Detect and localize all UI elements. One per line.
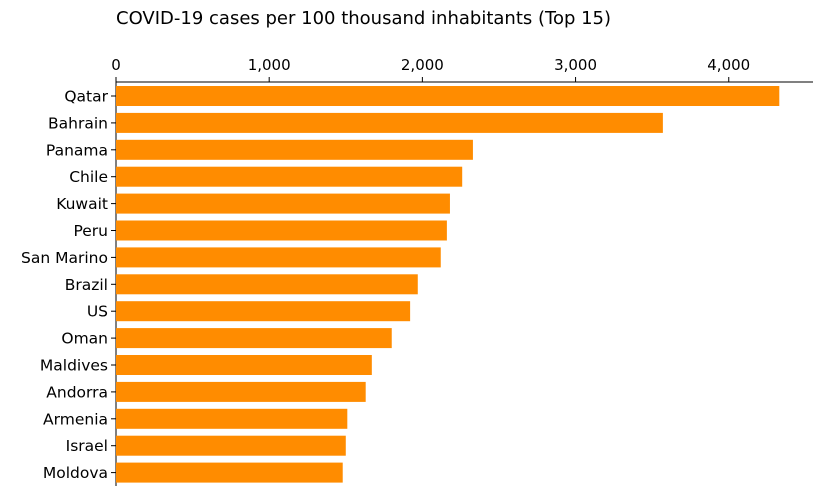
- x-axis: 0 1,000 2,000 3,000 4,000: [111, 56, 813, 83]
- bar-qatar: [116, 86, 780, 106]
- category-label: US: [87, 303, 108, 321]
- category-label: Israel: [66, 437, 108, 455]
- bar-chile: [116, 166, 463, 187]
- category-label: Qatar: [64, 88, 108, 106]
- bar-peru: [116, 220, 447, 241]
- category-label: Moldova: [43, 464, 108, 482]
- bar-bahrain: [116, 112, 663, 133]
- bar-oman: [116, 328, 392, 349]
- category-label: Kuwait: [56, 195, 108, 213]
- category-label: Andorra: [46, 383, 108, 401]
- bars: [116, 86, 780, 483]
- category-label: Bahrain: [48, 114, 108, 132]
- y-axis: Qatar Bahrain Panama Chile Kuwait Peru San Mar…: [21, 82, 117, 486]
- chart-title: COVID-19 cases per 100 thousand inhabita…: [116, 8, 611, 29]
- category-label: Panama: [46, 141, 108, 159]
- x-tick-label: 1,000: [248, 56, 291, 74]
- bar-panama: [116, 139, 473, 160]
- bar-maldives: [116, 355, 372, 375]
- bar-armenia: [116, 408, 348, 429]
- bar-brazil: [116, 274, 418, 295]
- x-tick-label: 0: [111, 56, 121, 74]
- bar-andorra: [116, 381, 366, 402]
- category-label: Chile: [69, 168, 108, 186]
- category-label: Armenia: [43, 410, 108, 428]
- category-label: Maldives: [40, 357, 108, 375]
- x-tick-label: 4,000: [707, 56, 750, 74]
- x-tick-label: 3,000: [554, 56, 597, 74]
- bar-kuwait: [116, 193, 450, 214]
- category-label: Peru: [73, 222, 108, 240]
- bar-moldova: [116, 462, 343, 483]
- category-label: Oman: [61, 330, 108, 348]
- category-label: San Marino: [21, 249, 108, 267]
- bar-israel: [116, 435, 346, 456]
- x-tick-label: 2,000: [401, 56, 444, 74]
- bar-san-marino: [116, 247, 441, 268]
- bar-us: [116, 301, 411, 322]
- category-label: Brazil: [65, 276, 108, 294]
